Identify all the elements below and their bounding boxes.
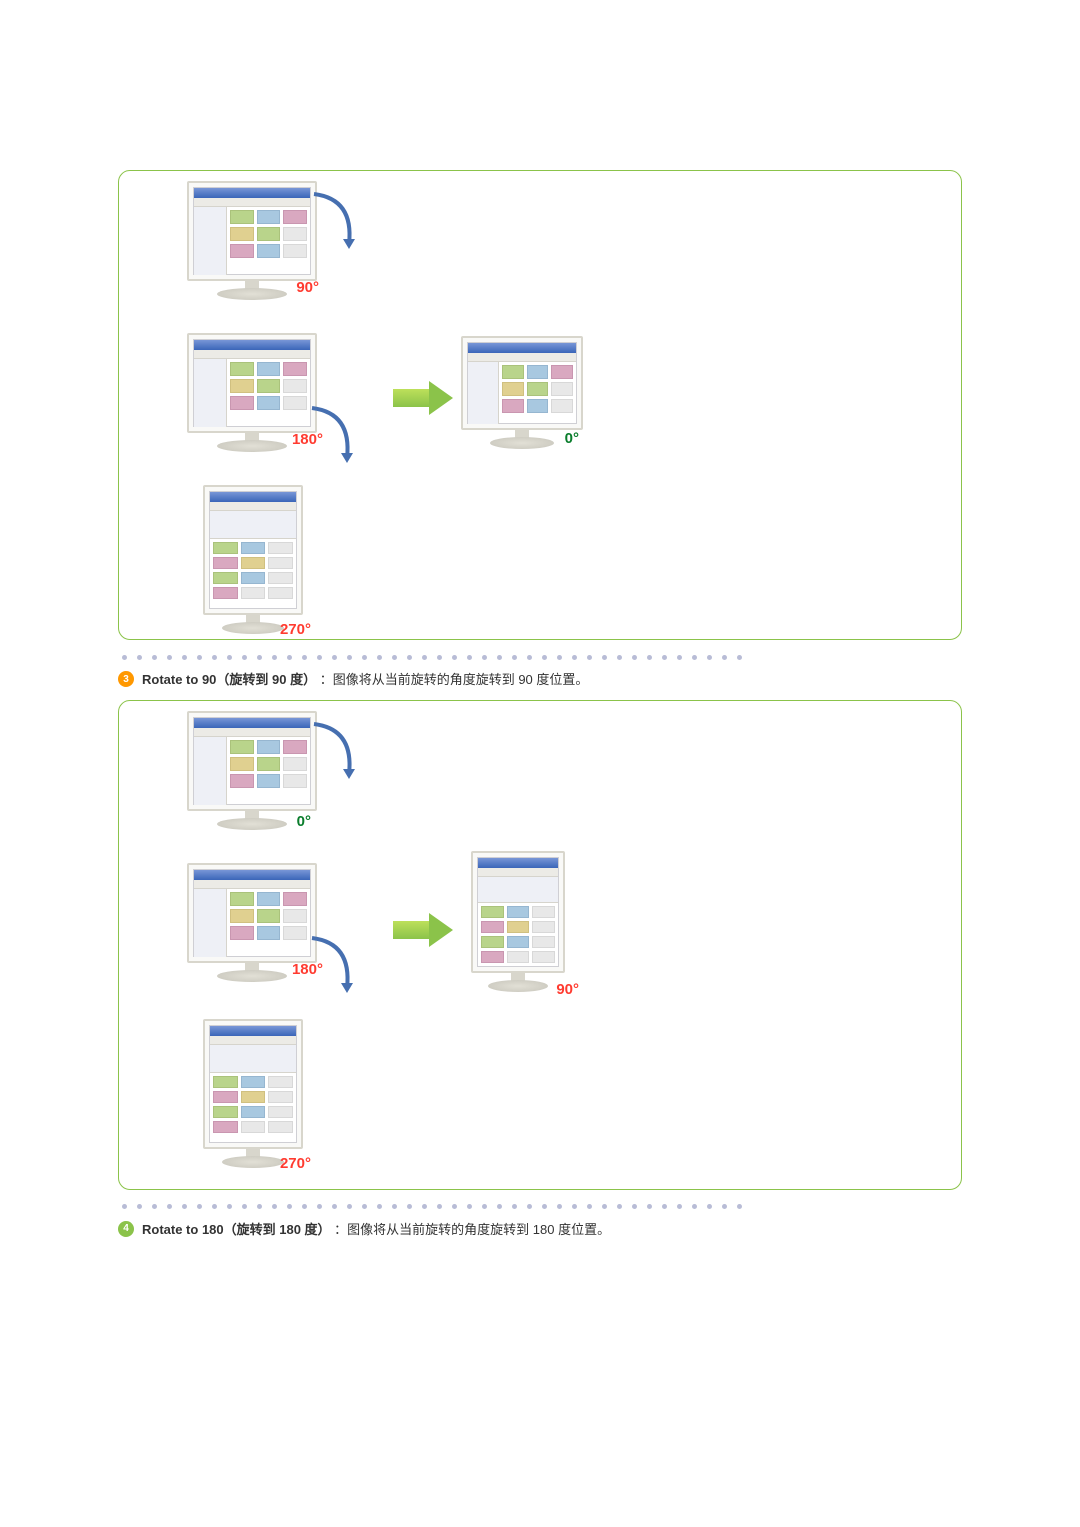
caption-bold: Rotate to 90（旋转到 90 度） [142,672,316,687]
monitor-270: 270° [203,485,303,634]
diagram-rotate-0: 90° [118,170,962,640]
angle-label: 270° [280,1155,311,1172]
angle-label: 0° [297,813,311,830]
angle-label: 90° [296,279,319,296]
monitor-90: 90° [187,181,317,300]
document-page: 90° [0,0,1080,1349]
monitor-270: 270° [203,1019,303,1168]
angle-label: 0° [565,430,579,447]
diagram-rotate-90: 0° [118,700,962,1190]
angle-label: 270° [280,621,311,638]
monitor-0: 0° [461,336,583,449]
arrow-icon [393,913,453,947]
caption-rotate-180: 4 Rotate to 180（旋转到 180 度） ：图像将从当前旋转的角度旋… [118,1220,962,1240]
caption-text: ：图像将从当前旋转的角度旋转到 180 度位置。 [331,1222,611,1237]
monitor-180: 180° [187,863,317,982]
angle-label: 180° [292,961,323,978]
angle-label: 90° [556,981,579,998]
bullet-3-icon: 3 [118,671,134,687]
separator-dots [118,1200,962,1214]
angle-label: 180° [292,431,323,448]
bullet-4-icon: 4 [118,1221,134,1237]
monitor-90: 90° [471,851,565,992]
caption-text: ：图像将从当前旋转的角度旋转到 90 度位置。 [316,672,588,687]
monitor-180: 180° [187,333,317,452]
arrow-icon [393,381,453,415]
separator-dots [118,650,962,664]
caption-rotate-90: 3 Rotate to 90（旋转到 90 度） ：图像将从当前旋转的角度旋转到… [118,670,962,690]
monitor-0: 0° [187,711,317,830]
caption-bold: Rotate to 180（旋转到 180 度） [142,1222,331,1237]
